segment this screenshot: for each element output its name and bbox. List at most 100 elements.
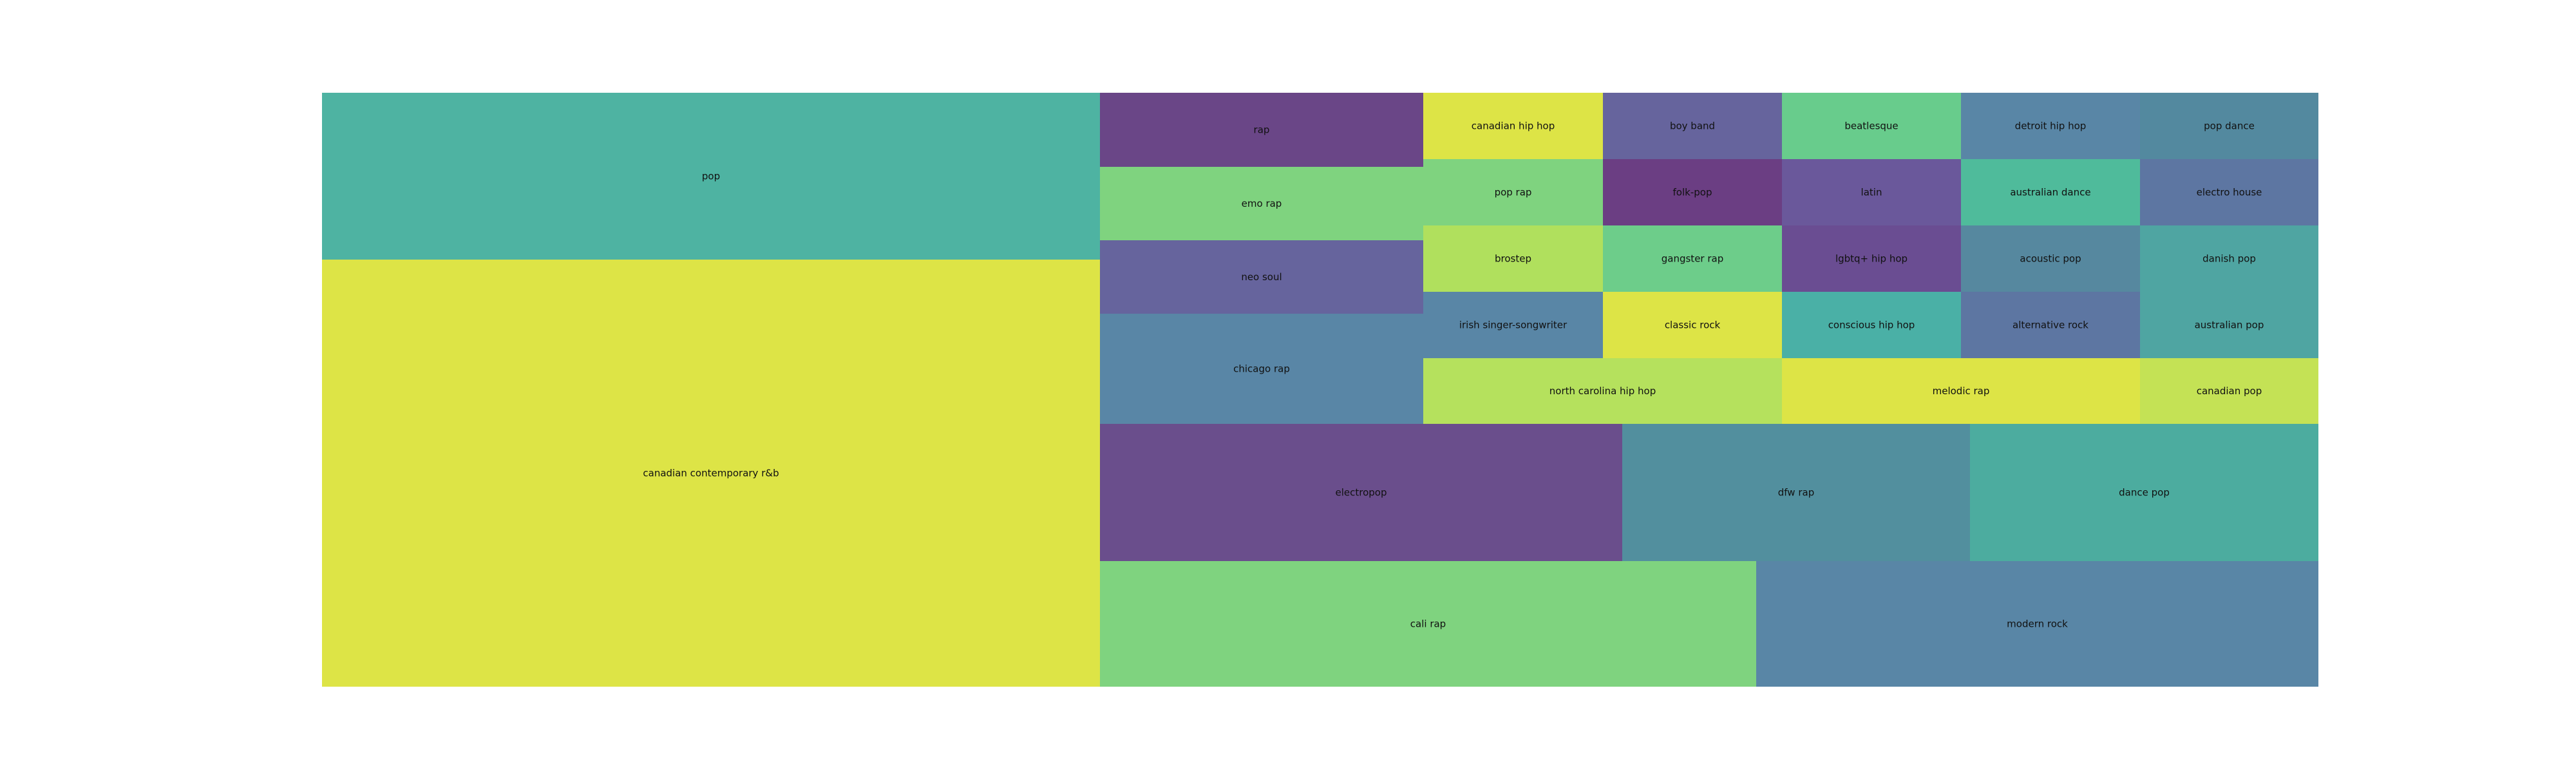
tile-label-classic-rock: classic rock (1665, 320, 1721, 331)
tile-rect-modern-rock (1756, 561, 2318, 687)
tile-rect-pop-rap (1423, 159, 1603, 225)
tile-label-north-carolina-hip-hop: north carolina hip hop (1549, 385, 1656, 397)
tile-rect-lgbtq-hip-hop (1782, 225, 1961, 292)
tile-label-folk-pop: folk-pop (1673, 187, 1712, 198)
tile-rect-danish-pop (2140, 225, 2318, 292)
tile-label-electropop: electropop (1336, 487, 1387, 499)
tile-label-cali-rap: cali rap (1410, 618, 1446, 630)
tile-label-canadian-contemporary-r-b: canadian contemporary r&b (643, 468, 779, 479)
tile-beatlesque: beatlesque (1782, 93, 1961, 159)
tile-label-chicago-rap: chicago rap (1233, 363, 1290, 375)
tile-dance-pop: dance pop (1970, 424, 2318, 561)
tile-label-danish-pop: danish pop (2202, 253, 2256, 265)
tile-electropop: electropop (1100, 424, 1622, 561)
tile-label-pop-dance: pop dance (2204, 120, 2255, 132)
tile-rect-gangster-rap (1603, 225, 1782, 292)
tile-label-lgbtq-hip-hop: lgbtq+ hip hop (1835, 253, 1908, 265)
tile-latin: latin (1782, 159, 1961, 225)
tile-label-brostep: brostep (1495, 253, 1531, 265)
tile-pop: pop (322, 93, 1100, 260)
tile-electro-house: electro house (2140, 159, 2318, 225)
tile-rect-irish-singer-songwriter (1423, 292, 1603, 358)
tile-rap: rap (1100, 93, 1423, 167)
tile-folk-pop: folk-pop (1603, 159, 1782, 225)
tile-canadian-contemporary-r-b: canadian contemporary r&b (322, 260, 1100, 687)
tile-boy-band: boy band (1603, 93, 1782, 159)
tile-rect-canadian-contemporary-r-b (322, 260, 1100, 687)
tile-rect-north-carolina-hip-hop (1423, 358, 1782, 424)
tile-label-beatlesque: beatlesque (1844, 120, 1898, 132)
tile-rect-pop (322, 93, 1100, 260)
tile-rect-emo-rap (1100, 167, 1423, 240)
tile-label-pop-rap: pop rap (1495, 187, 1532, 198)
tile-rect-electro-house (2140, 159, 2318, 225)
tile-chicago-rap: chicago rap (1100, 314, 1423, 424)
tile-rect-brostep (1423, 225, 1603, 292)
tile-conscious-hip-hop: conscious hip hop (1782, 292, 1961, 358)
tile-label-gangster-rap: gangster rap (1662, 253, 1723, 265)
tile-pop-dance: pop dance (2140, 93, 2318, 159)
tile-rect-cali-rap (1100, 561, 1756, 687)
tile-cali-rap: cali rap (1100, 561, 1756, 687)
tile-rect-canadian-pop (2140, 358, 2318, 424)
tile-emo-rap: emo rap (1100, 167, 1423, 240)
tile-lgbtq-hip-hop: lgbtq+ hip hop (1782, 225, 1961, 292)
tile-label-acoustic-pop: acoustic pop (2020, 253, 2081, 265)
tile-rect-beatlesque (1782, 93, 1961, 159)
tile-brostep: brostep (1423, 225, 1603, 292)
tile-rect-melodic-rap (1782, 358, 2140, 424)
tile-rect-australian-dance (1961, 159, 2140, 225)
tile-canadian-hip-hop: canadian hip hop (1423, 93, 1603, 159)
tile-acoustic-pop: acoustic pop (1961, 225, 2140, 292)
tile-rect-dance-pop (1970, 424, 2318, 561)
tile-rect-canadian-hip-hop (1423, 93, 1603, 159)
tile-label-conscious-hip-hop: conscious hip hop (1828, 320, 1915, 331)
tile-rect-detroit-hip-hop (1961, 93, 2140, 159)
tile-label-modern-rock: modern rock (2007, 618, 2068, 630)
tile-canadian-pop: canadian pop (2140, 358, 2318, 424)
tile-label-pop: pop (702, 171, 720, 182)
tile-label-detroit-hip-hop: detroit hip hop (2015, 120, 2087, 132)
tile-australian-pop: australian pop (2140, 292, 2318, 358)
tile-north-carolina-hip-hop: north carolina hip hop (1423, 358, 1782, 424)
tile-rect-electropop (1100, 424, 1622, 561)
tile-neo-soul: neo soul (1100, 240, 1423, 314)
tile-label-boy-band: boy band (1670, 120, 1715, 132)
tile-australian-dance: australian dance (1961, 159, 2140, 225)
tile-label-australian-pop: australian pop (2195, 320, 2264, 331)
tile-rect-neo-soul (1100, 240, 1423, 314)
tile-rect-pop-dance (2140, 93, 2318, 159)
tile-dfw-rap: dfw rap (1622, 424, 1970, 561)
tile-label-melodic-rap: melodic rap (1933, 385, 1990, 397)
tile-label-rap: rap (1254, 124, 1270, 136)
tile-melodic-rap: melodic rap (1782, 358, 2140, 424)
tile-gangster-rap: gangster rap (1603, 225, 1782, 292)
tile-modern-rock: modern rock (1756, 561, 2318, 687)
tile-irish-singer-songwriter: irish singer-songwriter (1423, 292, 1603, 358)
tile-rect-chicago-rap (1100, 314, 1423, 424)
tile-detroit-hip-hop: detroit hip hop (1961, 93, 2140, 159)
tile-rect-boy-band (1603, 93, 1782, 159)
tile-rect-australian-pop (2140, 292, 2318, 358)
tile-rect-conscious-hip-hop (1782, 292, 1961, 358)
tile-label-dfw-rap: dfw rap (1778, 487, 1814, 499)
tile-label-canadian-pop: canadian pop (2197, 385, 2262, 397)
tile-label-dance-pop: dance pop (2119, 487, 2170, 499)
tile-alternative-rock: alternative rock (1961, 292, 2140, 358)
tile-label-australian-dance: australian dance (2010, 187, 2090, 198)
tile-label-canadian-hip-hop: canadian hip hop (1472, 120, 1555, 132)
tile-rect-acoustic-pop (1961, 225, 2140, 292)
tile-rect-dfw-rap (1622, 424, 1970, 561)
tile-classic-rock: classic rock (1603, 292, 1782, 358)
tile-label-latin: latin (1861, 187, 1882, 198)
tile-rect-folk-pop (1603, 159, 1782, 225)
tile-rect-alternative-rock (1961, 292, 2140, 358)
tile-label-neo-soul: neo soul (1241, 271, 1282, 283)
tile-label-irish-singer-songwriter: irish singer-songwriter (1459, 320, 1567, 331)
tile-rect-rap (1100, 93, 1423, 167)
tile-rect-latin (1782, 159, 1961, 225)
tile-label-emo-rap: emo rap (1242, 198, 1282, 209)
tile-rect-classic-rock (1603, 292, 1782, 358)
tile-label-alternative-rock: alternative rock (2012, 320, 2088, 331)
